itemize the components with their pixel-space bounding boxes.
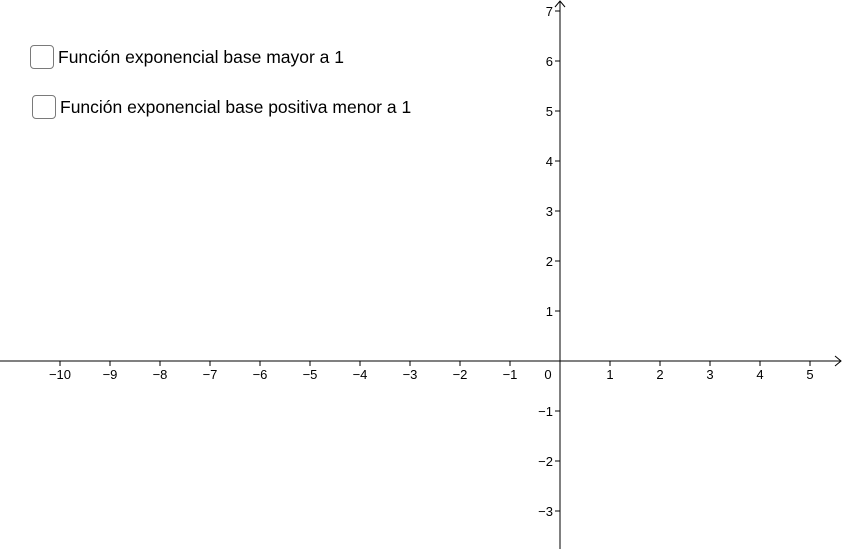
checkbox-label: Función exponencial base positiva menor … bbox=[60, 96, 412, 117]
checkbox-box[interactable] bbox=[32, 95, 56, 119]
x-tick-label: −3 bbox=[403, 367, 418, 382]
y-axis-arrow-icon bbox=[554, 0, 566, 8]
x-tick-label: −7 bbox=[203, 367, 218, 382]
checkbox-base-menor-a-1[interactable]: Función exponencial base positiva menor … bbox=[32, 95, 411, 119]
x-tick-label: 3 bbox=[706, 367, 713, 382]
y-tick-label: −1 bbox=[538, 404, 553, 419]
y-tick-label: −2 bbox=[538, 454, 553, 469]
x-tick-label: −5 bbox=[303, 367, 318, 382]
y-tick-label: −3 bbox=[538, 504, 553, 519]
y-tick-label: 5 bbox=[546, 104, 553, 119]
checkbox-label: Función exponencial base mayor a 1 bbox=[58, 46, 345, 67]
x-tick-label: 1 bbox=[606, 367, 613, 382]
x-tick-label: −1 bbox=[503, 367, 518, 382]
checkbox-box[interactable] bbox=[30, 45, 54, 69]
x-tick-label: −6 bbox=[253, 367, 268, 382]
checkbox-base-mayor-a-1[interactable]: Función exponencial base mayor a 1 bbox=[30, 45, 344, 69]
x-tick-label: 4 bbox=[756, 367, 763, 382]
x-tick-label: −10 bbox=[49, 367, 71, 382]
x-tick-label: 2 bbox=[656, 367, 663, 382]
y-tick-label: 6 bbox=[546, 54, 553, 69]
y-tick-label: 3 bbox=[546, 204, 553, 219]
y-tick-label: 4 bbox=[546, 154, 553, 169]
y-tick-label: 1 bbox=[546, 304, 553, 319]
y-tick-label: 2 bbox=[546, 254, 553, 269]
x-tick-label: −9 bbox=[103, 367, 118, 382]
x-tick-label: −4 bbox=[353, 367, 368, 382]
x-tick-label: 5 bbox=[806, 367, 813, 382]
x-tick-label: −8 bbox=[153, 367, 168, 382]
origin-label: 0 bbox=[544, 367, 551, 382]
x-axis-arrow-icon bbox=[834, 355, 842, 367]
x-tick-label: −2 bbox=[453, 367, 468, 382]
y-tick-label: 7 bbox=[546, 4, 553, 19]
